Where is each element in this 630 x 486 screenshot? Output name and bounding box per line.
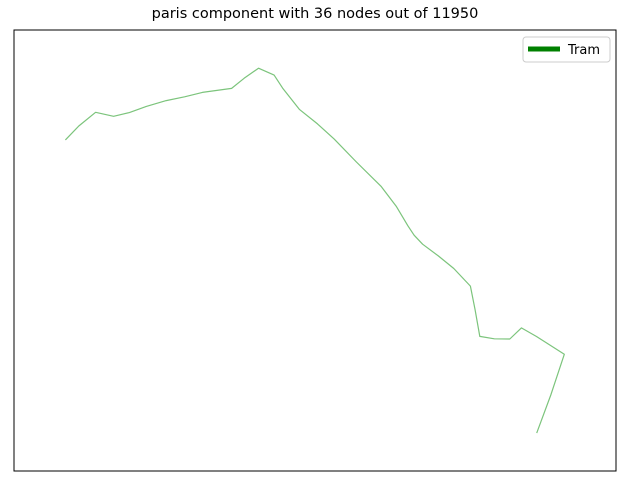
series-line-0: [64, 67, 565, 434]
chart-title: paris component with 36 nodes out of 119…: [151, 6, 479, 22]
series-layer: [64, 67, 565, 434]
plot-area-frame: [13, 29, 617, 472]
legend-box: [522, 36, 611, 63]
legend: Tram: [522, 36, 611, 63]
legend-label-tram: Tram: [567, 43, 600, 58]
